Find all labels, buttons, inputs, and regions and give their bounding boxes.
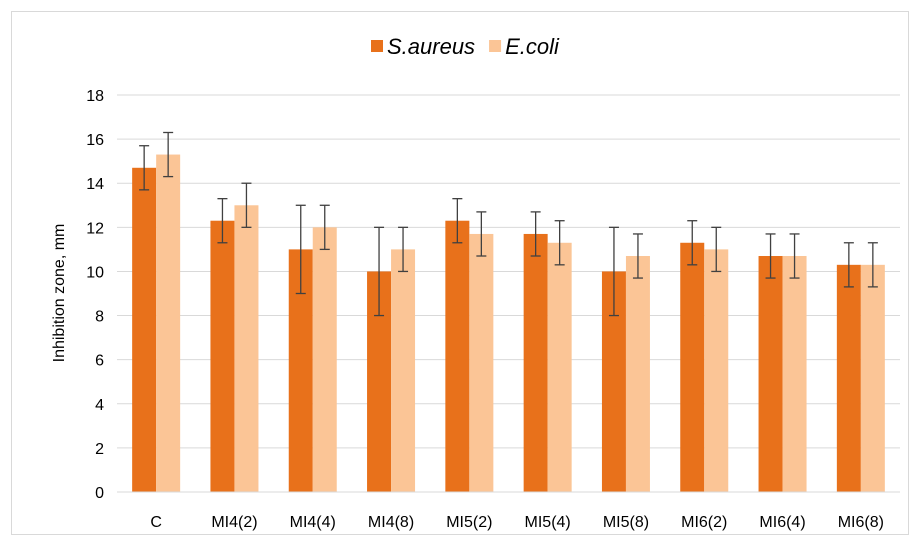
bar-e-coli-9 bbox=[860, 264, 885, 492]
bar-s-aureus-1 bbox=[210, 220, 235, 492]
error-bars bbox=[139, 131, 878, 317]
bar-e-coli-1 bbox=[234, 205, 259, 492]
bar-s-aureus-8 bbox=[758, 256, 783, 492]
y-tick-label: 12 bbox=[86, 220, 104, 237]
bar-e-coli-2 bbox=[312, 227, 337, 493]
y-tick-label: 10 bbox=[86, 264, 104, 281]
bar-e-coli-7 bbox=[704, 249, 729, 492]
axes: 0 2 4 6 8 10 12 14 16 18 C MI4(2) MI4(4) MI4(8) MI5(2)… bbox=[86, 88, 900, 531]
x-tick-label: MI4(2) bbox=[211, 514, 257, 531]
bar-s-aureus-0 bbox=[132, 167, 157, 493]
y-tick-label: 0 bbox=[95, 485, 104, 502]
x-tick-label: C bbox=[150, 514, 162, 531]
y-tick-label: 2 bbox=[95, 441, 104, 458]
x-tick-label: MI4(4) bbox=[290, 514, 336, 531]
legend-swatch bbox=[489, 40, 502, 52]
bar-e-coli-6 bbox=[625, 256, 650, 492]
x-tick-label: MI6(2) bbox=[681, 514, 727, 531]
legend-label: S.aureus bbox=[387, 34, 475, 59]
bar-s-aureus-5 bbox=[523, 233, 548, 492]
legend: S.aureus E.coli bbox=[371, 34, 560, 59]
x-tick-label: MI6(4) bbox=[759, 514, 805, 531]
y-axis-title: Inhibition zone, mm bbox=[51, 224, 68, 363]
legend-label: E.coli bbox=[505, 34, 560, 59]
x-tick-label: MI5(4) bbox=[525, 514, 571, 531]
x-tick-label: MI6(8) bbox=[838, 514, 884, 531]
x-tick-label: MI5(2) bbox=[446, 514, 492, 531]
y-tick-label: 4 bbox=[95, 397, 104, 414]
y-tick-label: 6 bbox=[95, 353, 104, 370]
bars bbox=[132, 154, 885, 493]
bar-e-coli-4 bbox=[469, 233, 494, 492]
bar-e-coli-8 bbox=[782, 256, 807, 492]
bar-e-coli-5 bbox=[547, 242, 572, 492]
y-tick-label: 16 bbox=[86, 132, 104, 149]
y-tick-label: 18 bbox=[86, 88, 104, 105]
y-tick-label: 8 bbox=[95, 309, 104, 326]
x-tick-label: MI5(8) bbox=[603, 514, 649, 531]
bar-s-aureus-4 bbox=[445, 220, 470, 492]
bar-s-aureus-9 bbox=[836, 264, 861, 492]
legend-swatch bbox=[371, 40, 383, 52]
x-tick-label: MI4(8) bbox=[368, 514, 414, 531]
bar-s-aureus-7 bbox=[680, 242, 705, 492]
bar-e-coli-0 bbox=[156, 154, 181, 493]
y-tick-label: 14 bbox=[86, 176, 104, 193]
bar-e-coli-3 bbox=[391, 249, 416, 492]
